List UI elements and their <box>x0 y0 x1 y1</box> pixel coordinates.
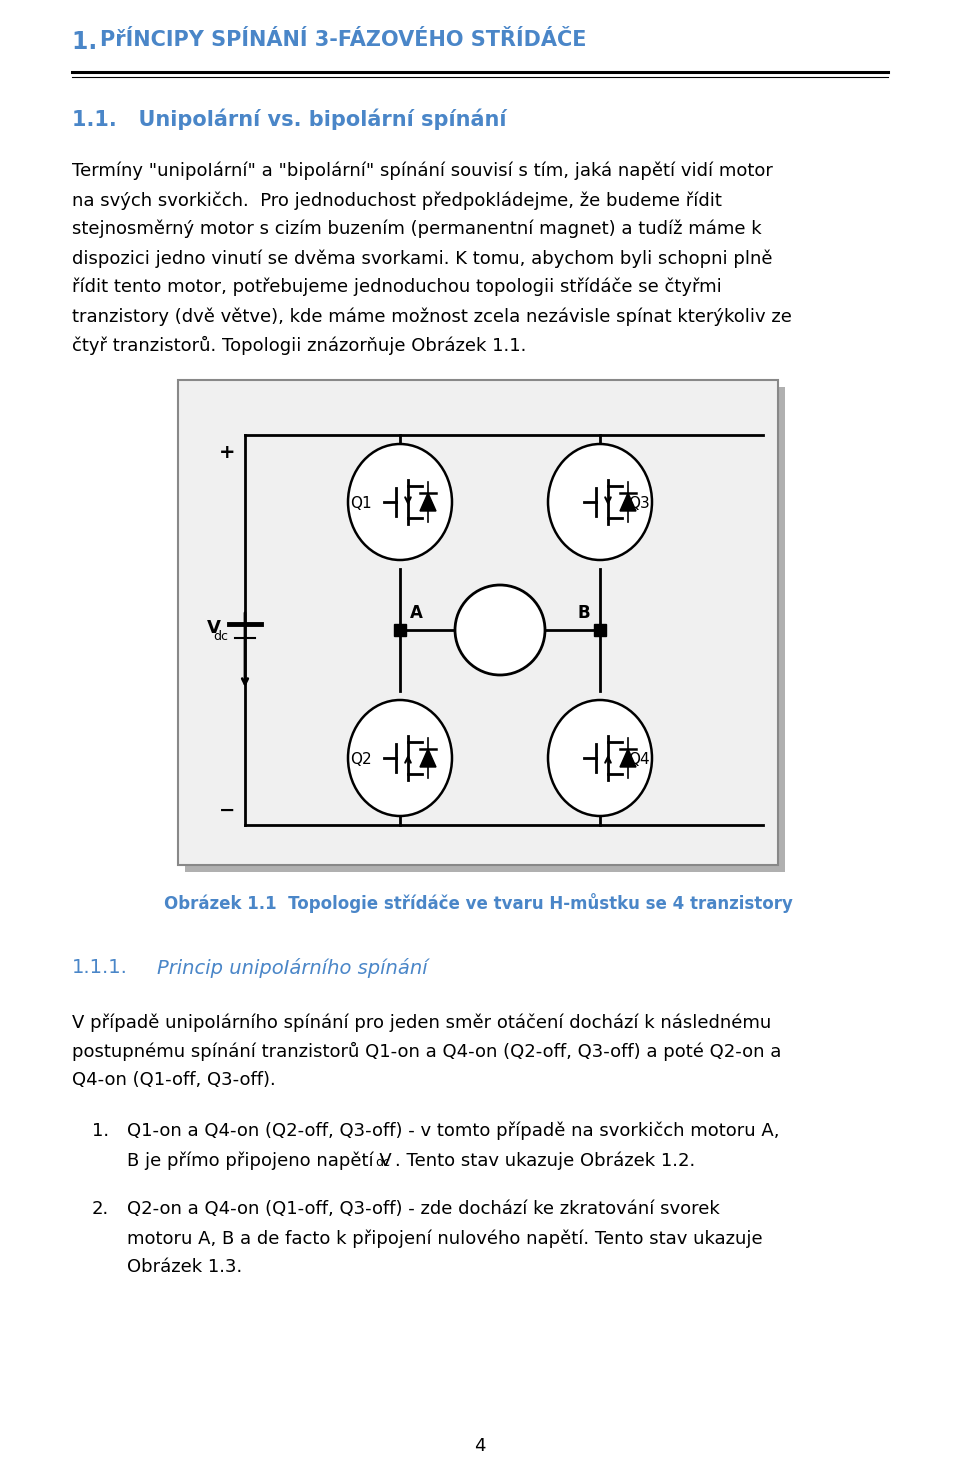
Text: . Tento stav ukazuje Obrázek 1.2.: . Tento stav ukazuje Obrázek 1.2. <box>395 1151 695 1169</box>
Text: dc: dc <box>213 629 228 642</box>
Text: Q2: Q2 <box>350 752 372 768</box>
Text: V: V <box>207 619 221 636</box>
Polygon shape <box>620 493 636 511</box>
Ellipse shape <box>348 700 452 815</box>
Text: B: B <box>577 604 590 622</box>
Text: A: A <box>410 604 422 622</box>
Text: tranzistory (dvě větve), kde máme možnost zcela nezávisle spínat kterýkoliv ze: tranzistory (dvě větve), kde máme možnos… <box>72 306 792 326</box>
Text: 1.: 1. <box>72 30 106 53</box>
Text: V případě unipoIárního spínání pro jeden směr otáčení dochází k následnému: V případě unipoIárního spínání pro jeden… <box>72 1012 771 1032</box>
Polygon shape <box>620 749 636 767</box>
Circle shape <box>455 585 545 675</box>
Text: 1.1.1.: 1.1.1. <box>72 958 128 977</box>
Text: Q4-on (Q1-off, Q3-off).: Q4-on (Q1-off, Q3-off). <box>72 1072 276 1089</box>
Ellipse shape <box>548 444 652 559</box>
Text: dc: dc <box>375 1156 390 1169</box>
Text: Princip unipoIárního spínání: Princip unipoIárního spínání <box>157 958 427 978</box>
Bar <box>178 380 778 864</box>
Ellipse shape <box>348 444 452 559</box>
Text: Q2-on a Q4-on (Q1-off, Q3-off) - zde dochází ke zkratování svorek: Q2-on a Q4-on (Q1-off, Q3-off) - zde doc… <box>127 1200 720 1218</box>
Text: +: + <box>219 444 235 462</box>
Text: Q4: Q4 <box>629 752 650 768</box>
Text: Obrázek 1.1  Topologie střídáče ve tvaru H-můstku se 4 tranzistory: Obrázek 1.1 Topologie střídáče ve tvaru … <box>163 892 792 913</box>
Text: čtyř tranzistorů. Topologii znázorňuje Obrázek 1.1.: čtyř tranzistorů. Topologii znázorňuje O… <box>72 336 526 355</box>
Text: PřÍNCIPY SPÍNÁNÍ 3-FÁZOVÉHO STŘÍDÁČE: PřÍNCIPY SPÍNÁNÍ 3-FÁZOVÉHO STŘÍDÁČE <box>100 30 587 50</box>
Text: Q1-on a Q4-on (Q2-off, Q3-off) - v tomto případě na svorkičch motoru A,: Q1-on a Q4-on (Q2-off, Q3-off) - v tomto… <box>127 1122 780 1141</box>
Text: Q1: Q1 <box>350 496 372 512</box>
Text: −: − <box>219 801 235 820</box>
Text: Q3: Q3 <box>628 496 650 512</box>
Text: 2.: 2. <box>92 1200 109 1218</box>
Ellipse shape <box>548 700 652 815</box>
Text: na svých svorkičch.  Pro jednoduchost předpokládejme, že budeme řídit: na svých svorkičch. Pro jednoduchost pře… <box>72 191 722 210</box>
Text: motoru A, B a de facto k připojení nulového napětí. Tento stav ukazuje: motoru A, B a de facto k připojení nulov… <box>127 1228 762 1248</box>
Text: stejnosměrný motor s cizím buzením (permanentní magnet) a tudíž máme k: stejnosměrný motor s cizím buzením (perm… <box>72 221 761 238</box>
Text: dispozici jedno vinutí se dvěma svorkami. K tomu, abychom byli schopni plně: dispozici jedno vinutí se dvěma svorkami… <box>72 249 773 268</box>
Text: 1.: 1. <box>92 1122 109 1140</box>
Text: řídit tento motor, potřebujeme jednoduchou topologii střídáče se čtyřmi: řídit tento motor, potřebujeme jednoduch… <box>72 278 722 296</box>
Bar <box>185 386 785 872</box>
Text: 1.1.   Unipolární vs. bipolární spínání: 1.1. Unipolární vs. bipolární spínání <box>72 108 507 129</box>
Text: postupnému spínání tranzistorů Q1-on a Q4-on (Q2-off, Q3-off) a poté Q2-on a: postupnému spínání tranzistorů Q1-on a Q… <box>72 1042 781 1061</box>
Text: 4: 4 <box>474 1437 486 1455</box>
Text: Termíny "unipoIární" a "bipolární" spínání souvisí s tím, jaká napětí vidí motor: Termíny "unipoIární" a "bipolární" spíná… <box>72 161 773 181</box>
Text: B je přímo připojeno napětí V: B je přímo připojeno napětí V <box>127 1151 392 1169</box>
Polygon shape <box>420 493 436 511</box>
Polygon shape <box>420 749 436 767</box>
Text: Obrázek 1.3.: Obrázek 1.3. <box>127 1258 242 1276</box>
